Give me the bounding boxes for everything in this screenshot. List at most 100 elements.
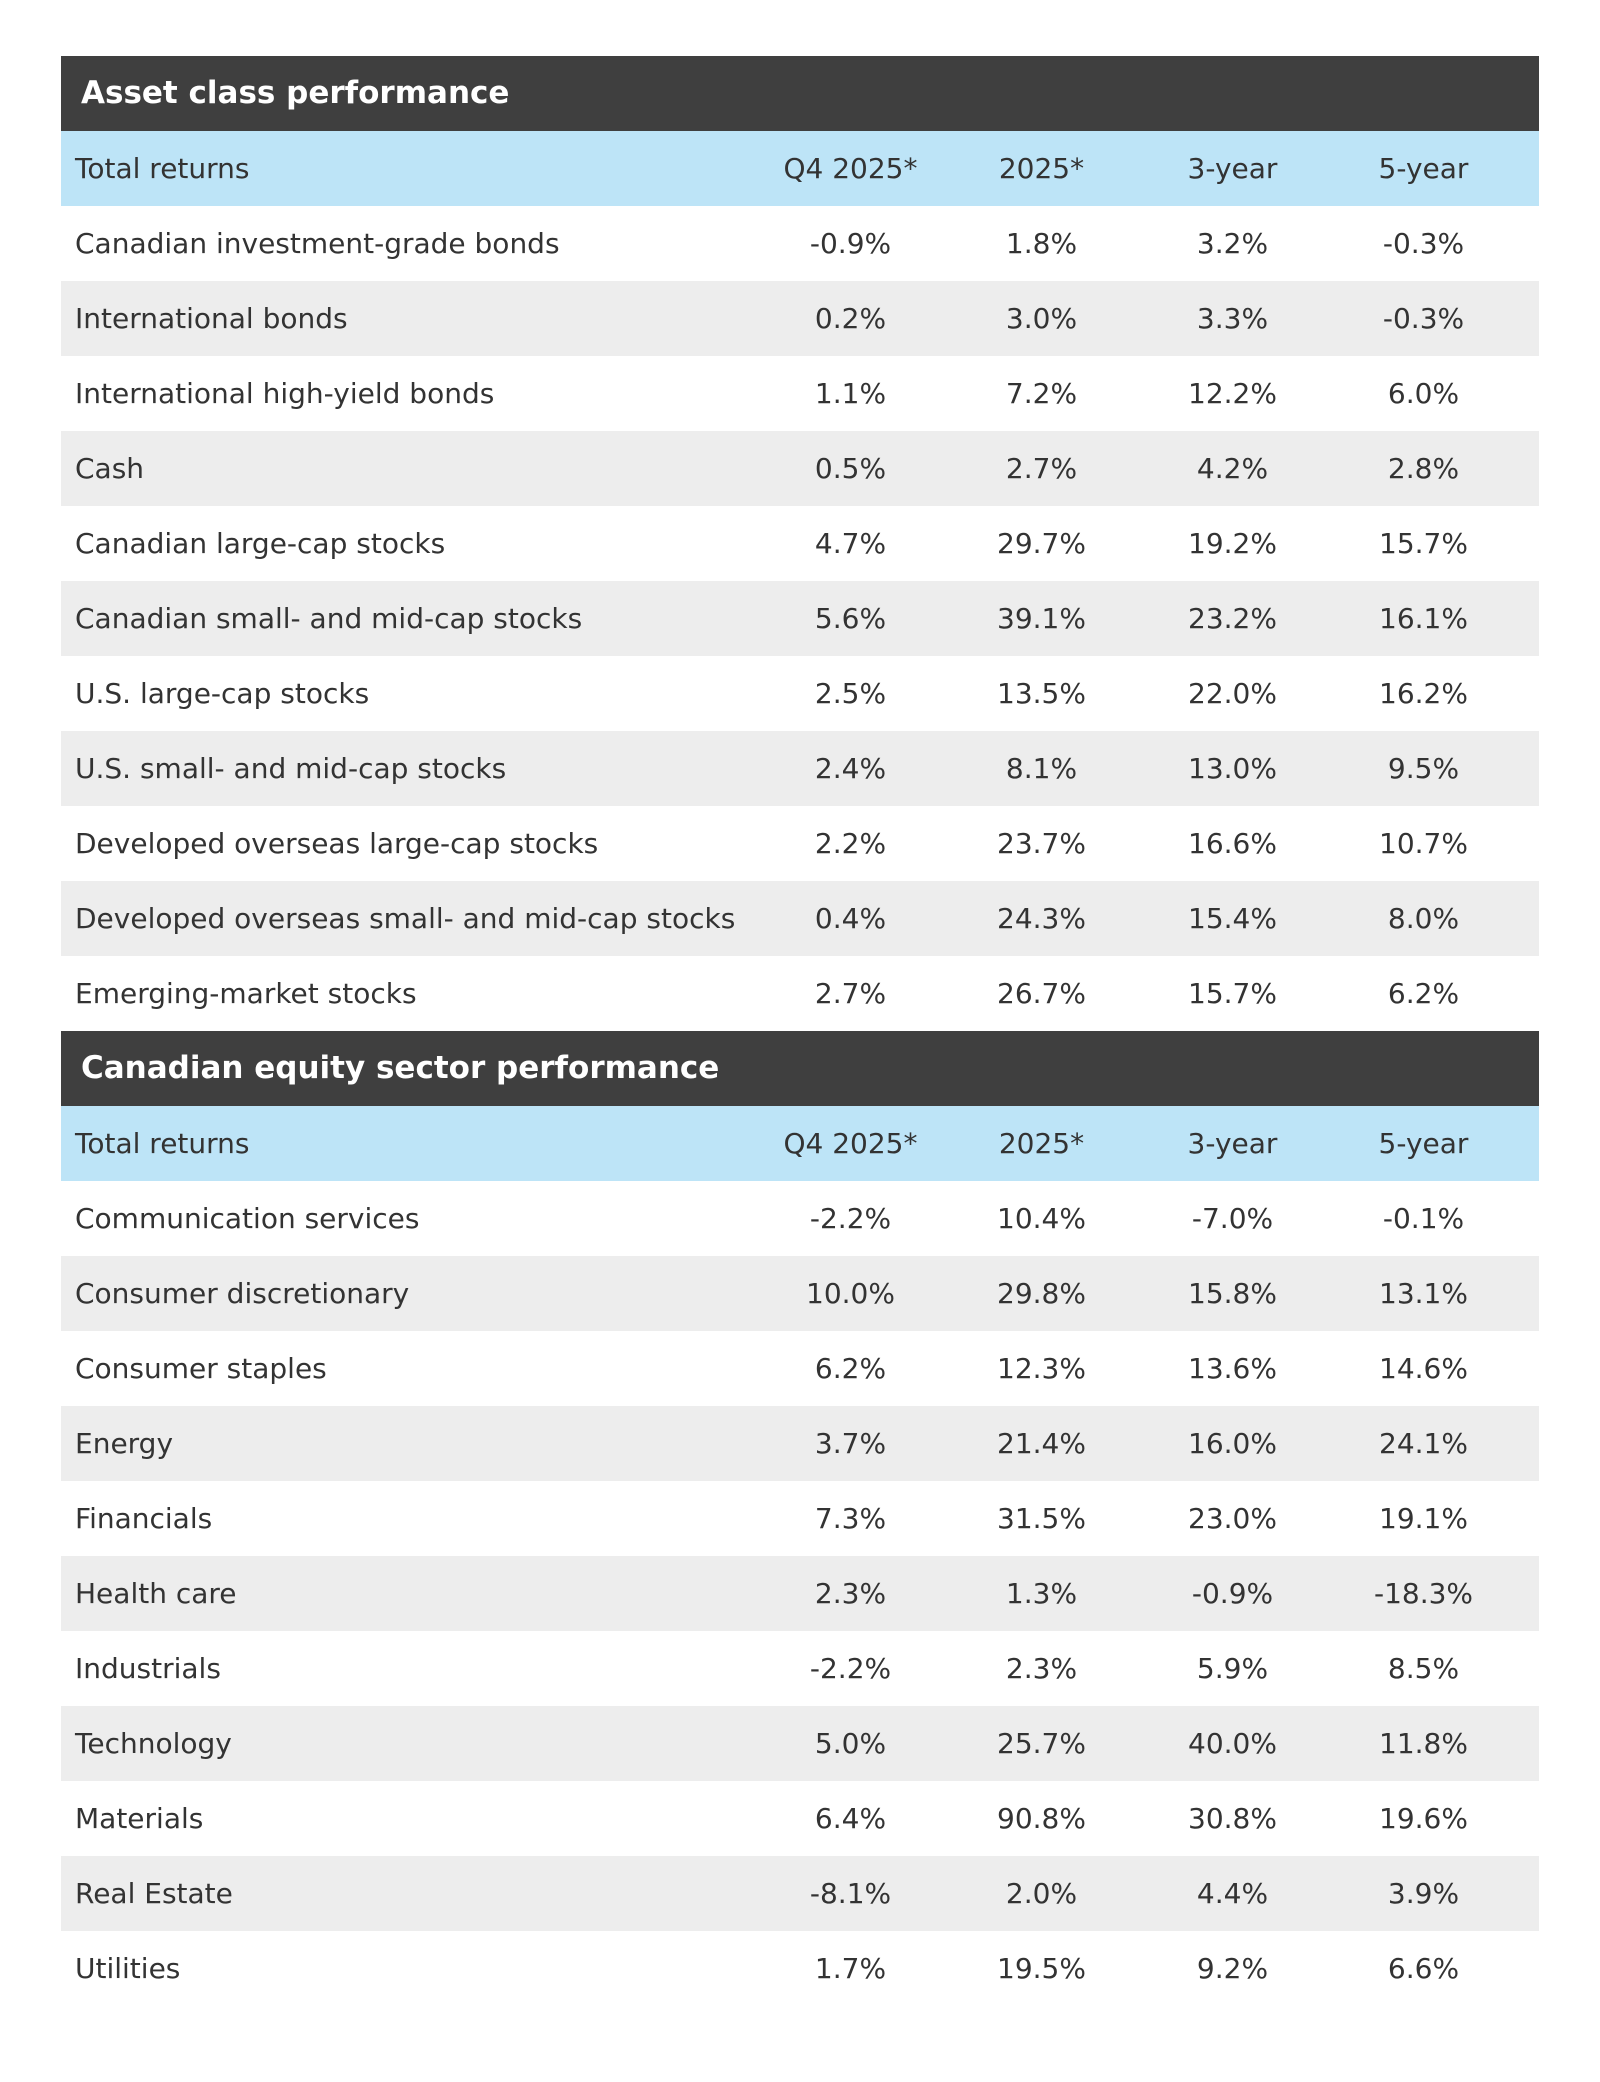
row-ytd: 8.1%: [1005, 752, 1078, 785]
header-ytd: 2025*: [998, 152, 1085, 185]
row-ytd: 3.0%: [1005, 302, 1078, 335]
row-q4: 1.7%: [814, 1952, 887, 1985]
row-5yr: 8.5%: [1387, 1652, 1460, 1685]
row-5yr: 19.1%: [1379, 1502, 1468, 1535]
header-q4: Q4 2025*: [783, 1127, 918, 1160]
row-q4: 2.5%: [814, 677, 887, 710]
row-3yr: 16.6%: [1188, 827, 1277, 860]
row-ytd: 26.7%: [997, 977, 1086, 1010]
table-row: International high-yield bonds 1.1% 7.2%…: [61, 356, 1539, 431]
row-ytd: 1.8%: [1005, 227, 1078, 260]
row-label: Canadian large-cap stocks: [75, 527, 446, 560]
row-q4: 0.5%: [814, 452, 887, 485]
row-3yr: 16.0%: [1188, 1427, 1277, 1460]
row-5yr: -0.3%: [1382, 302, 1465, 335]
row-ytd: 25.7%: [997, 1727, 1086, 1760]
row-3yr: 3.2%: [1196, 227, 1269, 260]
table-row: Financials 7.3% 31.5% 23.0% 19.1%: [61, 1481, 1539, 1556]
row-label: Energy: [75, 1427, 174, 1460]
header-3yr: 3-year: [1187, 152, 1278, 185]
row-label: Cash: [75, 452, 145, 485]
row-label: Canadian small- and mid-cap stocks: [75, 602, 583, 635]
row-q4: 0.2%: [814, 302, 887, 335]
table-row: Canadian investment-grade bonds -0.9% 1.…: [61, 206, 1539, 281]
row-5yr: 10.7%: [1379, 827, 1468, 860]
row-5yr: 8.0%: [1387, 902, 1460, 935]
row-5yr: 11.8%: [1379, 1727, 1468, 1760]
row-3yr: 13.6%: [1188, 1352, 1277, 1385]
header-q4: Q4 2025*: [783, 152, 918, 185]
table-row: Real Estate -8.1% 2.0% 4.4% 3.9%: [61, 1856, 1539, 1931]
row-q4: 5.6%: [814, 602, 887, 635]
row-ytd: 29.8%: [997, 1277, 1086, 1310]
asset-class-table: Asset class performance Total returns Q4…: [61, 56, 1539, 1031]
row-ytd: 10.4%: [997, 1202, 1086, 1235]
performance-tables: Asset class performance Total returns Q4…: [61, 56, 1539, 2006]
row-3yr: 40.0%: [1188, 1727, 1277, 1760]
row-q4: 2.3%: [814, 1577, 887, 1610]
row-3yr: -0.9%: [1191, 1577, 1274, 1610]
row-5yr: 15.7%: [1379, 527, 1468, 560]
row-q4: -8.1%: [809, 1877, 892, 1910]
table-row: Developed overseas large-cap stocks 2.2%…: [61, 806, 1539, 881]
row-5yr: 6.6%: [1387, 1952, 1460, 1985]
row-5yr: 16.1%: [1379, 602, 1468, 635]
row-q4: 2.4%: [814, 752, 887, 785]
row-5yr: -0.1%: [1382, 1202, 1465, 1235]
row-ytd: 1.3%: [1005, 1577, 1078, 1610]
row-5yr: 24.1%: [1379, 1427, 1468, 1460]
table-row: Canadian small- and mid-cap stocks 5.6% …: [61, 581, 1539, 656]
table-row: U.S. small- and mid-cap stocks 2.4% 8.1%…: [61, 731, 1539, 806]
row-3yr: 4.4%: [1196, 1877, 1269, 1910]
canadian-sector-table: Canadian equity sector performance Total…: [61, 1031, 1539, 2006]
row-q4: 6.2%: [814, 1352, 887, 1385]
row-q4: 1.1%: [814, 377, 887, 410]
row-3yr: 12.2%: [1188, 377, 1277, 410]
table-row: International bonds 0.2% 3.0% 3.3% -0.3%: [61, 281, 1539, 356]
row-3yr: 9.2%: [1196, 1952, 1269, 1985]
row-label: Real Estate: [75, 1877, 233, 1910]
row-label: Industrials: [75, 1652, 221, 1685]
table-row: Canadian large-cap stocks 4.7% 29.7% 19.…: [61, 506, 1539, 581]
row-label: U.S. large-cap stocks: [75, 677, 370, 710]
row-5yr: 16.2%: [1379, 677, 1468, 710]
row-5yr: 6.0%: [1387, 377, 1460, 410]
row-ytd: 21.4%: [997, 1427, 1086, 1460]
row-3yr: 15.7%: [1188, 977, 1277, 1010]
table-row: Health care 2.3% 1.3% -0.9% -18.3%: [61, 1556, 1539, 1631]
header-3yr: 3-year: [1187, 1127, 1278, 1160]
row-label: Consumer discretionary: [75, 1277, 410, 1310]
row-3yr: 3.3%: [1196, 302, 1269, 335]
row-q4: 7.3%: [814, 1502, 887, 1535]
row-ytd: 23.7%: [997, 827, 1086, 860]
row-label: International bonds: [75, 302, 348, 335]
asset-class-title: Asset class performance: [61, 56, 1539, 131]
row-ytd: 29.7%: [997, 527, 1086, 560]
row-3yr: -7.0%: [1191, 1202, 1274, 1235]
table-row: Industrials -2.2% 2.3% 5.9% 8.5%: [61, 1631, 1539, 1706]
table-row: Energy 3.7% 21.4% 16.0% 24.1%: [61, 1406, 1539, 1481]
row-label: Utilities: [75, 1952, 181, 1985]
table-row: Cash 0.5% 2.7% 4.2% 2.8%: [61, 431, 1539, 506]
canadian-sector-title: Canadian equity sector performance: [61, 1031, 1539, 1106]
row-3yr: 4.2%: [1196, 452, 1269, 485]
row-label: Financials: [75, 1502, 213, 1535]
row-q4: -2.2%: [809, 1202, 892, 1235]
asset-class-header-row: Total returns Q4 2025* 2025* 3-year 5-ye…: [61, 131, 1539, 206]
row-label: Communication services: [75, 1202, 420, 1235]
row-label: Developed overseas small- and mid-cap st…: [75, 902, 736, 935]
row-q4: 4.7%: [814, 527, 887, 560]
table-row: Technology 5.0% 25.7% 40.0% 11.8%: [61, 1706, 1539, 1781]
row-ytd: 2.0%: [1005, 1877, 1078, 1910]
row-3yr: 15.8%: [1188, 1277, 1277, 1310]
row-ytd: 90.8%: [997, 1802, 1086, 1835]
row-5yr: 13.1%: [1379, 1277, 1468, 1310]
row-label: U.S. small- and mid-cap stocks: [75, 752, 507, 785]
row-3yr: 22.0%: [1188, 677, 1277, 710]
row-label: Materials: [75, 1802, 204, 1835]
row-ytd: 2.3%: [1005, 1652, 1078, 1685]
row-q4: 2.2%: [814, 827, 887, 860]
row-ytd: 13.5%: [997, 677, 1086, 710]
row-3yr: 15.4%: [1188, 902, 1277, 935]
header-label: Total returns: [75, 152, 250, 185]
